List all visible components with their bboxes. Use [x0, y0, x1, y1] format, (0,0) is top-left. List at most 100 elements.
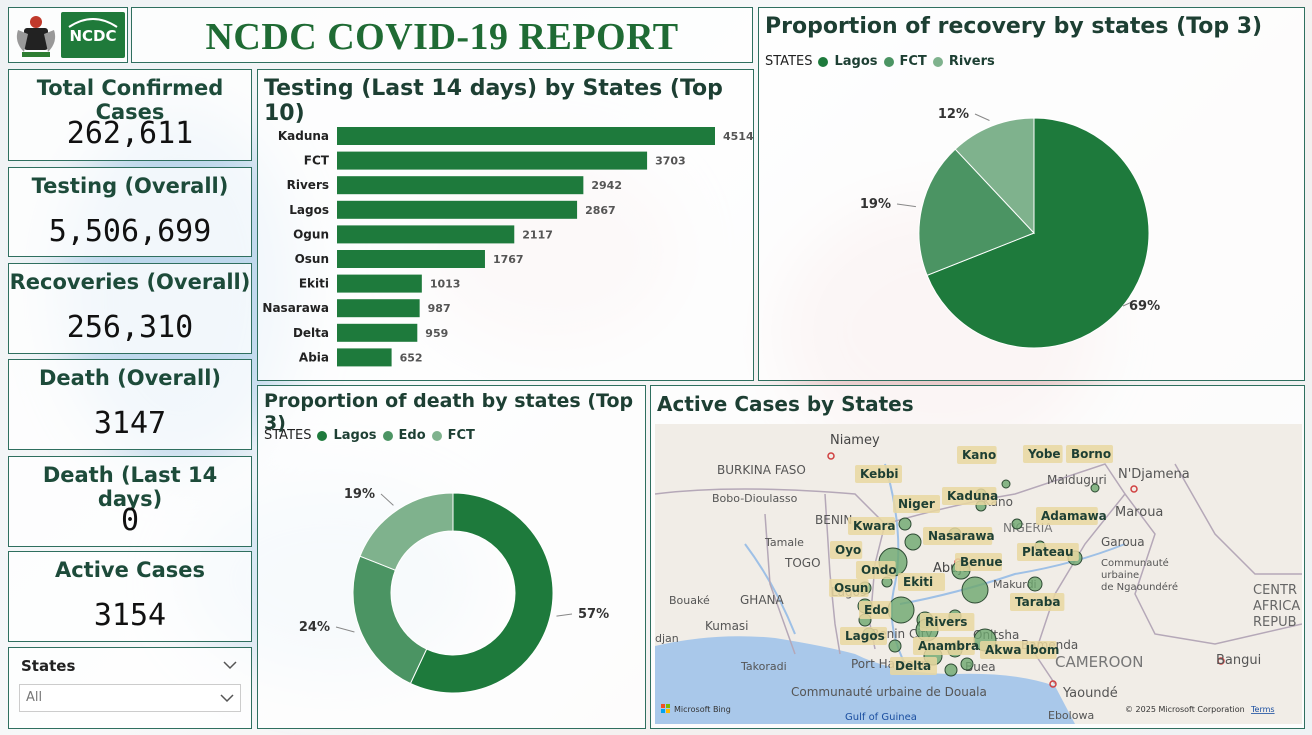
- active-cases-map[interactable]: Niamey BURKINA FASO Bobo-Dioulasso BENIN Tam…: [655, 424, 1302, 724]
- dropdown-value: All: [26, 690, 43, 705]
- bar[interactable]: [337, 200, 578, 219]
- testing-bar-chart: Kaduna 4514 FCT 3703 Rivers 2942 Lagos 2867 Ogun…: [262, 127, 753, 367]
- card-label: Death (Last 14 days): [42, 463, 218, 511]
- case-bubble[interactable]: [888, 639, 902, 653]
- pie-data-label: 19%: [344, 487, 375, 502]
- pie-slice[interactable]: [926, 117, 1150, 349]
- bar[interactable]: [337, 323, 418, 342]
- case-bubble[interactable]: [1090, 483, 1100, 493]
- map-panel: Active Cases by States Niamey BURKINA FAS…: [650, 385, 1305, 729]
- place-label: Maiduguri: [1047, 473, 1107, 487]
- pie-slice[interactable]: [359, 492, 454, 571]
- state-label: Rivers: [925, 615, 967, 629]
- bar[interactable]: [337, 250, 485, 268]
- bar[interactable]: [337, 151, 648, 170]
- logo-panel: NCDC: [8, 7, 128, 63]
- case-bubble[interactable]: [904, 533, 922, 551]
- pie-leader-line: [556, 613, 573, 617]
- place-label: Bobo-Dioulasso: [712, 492, 798, 505]
- bar[interactable]: [337, 127, 715, 145]
- state-label-bg: [955, 553, 1002, 571]
- map-title: Active Cases by States: [657, 392, 914, 416]
- state-label-bg: [855, 465, 902, 483]
- river: [899, 543, 1126, 605]
- place-label: Communauté: [1101, 557, 1169, 569]
- bar-value-label: 4514: [723, 130, 753, 143]
- city-marker: [1049, 680, 1057, 688]
- state-label-bg: [893, 495, 940, 513]
- case-bubble[interactable]: [960, 657, 974, 671]
- place-label: GHANA: [740, 593, 785, 607]
- place-label: Maroua: [1115, 505, 1163, 520]
- place-label: Bangui: [1216, 653, 1261, 668]
- pie-data-label: 12%: [938, 107, 969, 122]
- case-bubble[interactable]: [944, 663, 958, 677]
- card-value: 0: [120, 503, 140, 538]
- bing-logo: Microsoft Bing: [661, 704, 731, 714]
- chevron-down-icon[interactable]: [223, 660, 237, 670]
- legend-entry: Rivers: [948, 54, 995, 69]
- card-value: 256,310: [66, 310, 194, 345]
- chevron-down-icon: [220, 694, 234, 703]
- testing-bar-panel: Testing (Last 14 days) by States (Top 10…: [257, 69, 754, 381]
- bar[interactable]: [337, 274, 422, 293]
- legend-dot-icon: [818, 56, 829, 67]
- state-label: Adamawa: [1041, 509, 1107, 523]
- bar-value-label: 2117: [522, 228, 553, 241]
- chart-title: Testing (Last 14 days) by States (Top 10…: [264, 76, 723, 126]
- place-label: Takoradi: [740, 660, 787, 673]
- legend-entry: Edo: [398, 428, 426, 443]
- slicer-label: States: [21, 657, 76, 675]
- city-marker: [1217, 657, 1225, 665]
- case-bubble[interactable]: [1011, 518, 1023, 530]
- place-label: Garoua: [1101, 535, 1145, 549]
- bar[interactable]: [337, 176, 584, 195]
- map-provider: Microsoft Bing: [674, 705, 731, 714]
- state-label: Nasarawa: [928, 529, 995, 543]
- bar-category-label: Ogun: [293, 227, 329, 241]
- state-label: Kano: [962, 448, 996, 462]
- place-label: AFRICA: [1253, 599, 1300, 614]
- bar-value-label: 2867: [585, 204, 616, 217]
- state-label-bg: [856, 561, 896, 579]
- pie-slice[interactable]: [954, 117, 1035, 235]
- bar[interactable]: [337, 348, 392, 367]
- bar[interactable]: [337, 225, 515, 244]
- states-dropdown[interactable]: All: [19, 684, 241, 712]
- card-recoveries-overall: Recoveries (Overall) 256,310: [8, 263, 252, 354]
- card-testing-overall: Testing (Overall) 5,506,699: [8, 167, 252, 257]
- place-label: N'Djamena: [1118, 467, 1190, 482]
- pie-slice[interactable]: [918, 148, 1035, 276]
- card-death-overall: Death (Overall) 3147: [8, 359, 252, 450]
- state-label: Benue: [960, 555, 1003, 569]
- state-label-bg: [830, 541, 863, 559]
- case-bubble[interactable]: [1001, 479, 1011, 489]
- bar-category-label: Osun: [295, 252, 329, 266]
- title-panel: NCDC COVID-19 REPORT: [131, 7, 753, 63]
- chart-title: Proportion of death by states (Top 3): [264, 390, 634, 434]
- case-bubble[interactable]: [898, 517, 912, 531]
- place-label: djan: [655, 632, 679, 645]
- case-bubble[interactable]: [961, 576, 989, 604]
- state-label-bg: [898, 573, 945, 591]
- place-label: Tamale: [764, 536, 804, 549]
- page-title: NCDC COVID-19 REPORT: [205, 16, 679, 58]
- bar-category-label: Lagos: [289, 203, 329, 217]
- card-label: Active Cases: [54, 558, 205, 582]
- pie-slice[interactable]: [352, 555, 428, 685]
- pie-leader-line: [1122, 300, 1135, 307]
- state-label-bg: [859, 601, 892, 619]
- state-label: Ondo: [861, 563, 897, 577]
- case-bubble[interactable]: [887, 596, 915, 624]
- state-label: Kwara: [853, 519, 896, 533]
- case-bubble[interactable]: [1027, 576, 1043, 592]
- pie-slice[interactable]: [409, 492, 554, 694]
- bar-value-label: 1013: [430, 278, 461, 291]
- ncdc-arc-icon: [68, 18, 118, 28]
- bar[interactable]: [337, 299, 420, 318]
- map-terms-link[interactable]: Terms: [1250, 705, 1275, 714]
- bar-category-label: Delta: [293, 326, 329, 340]
- card-active-cases: Active Cases 3154: [8, 551, 252, 642]
- state-label-bg: [923, 527, 993, 545]
- state-label-bg: [1017, 543, 1079, 561]
